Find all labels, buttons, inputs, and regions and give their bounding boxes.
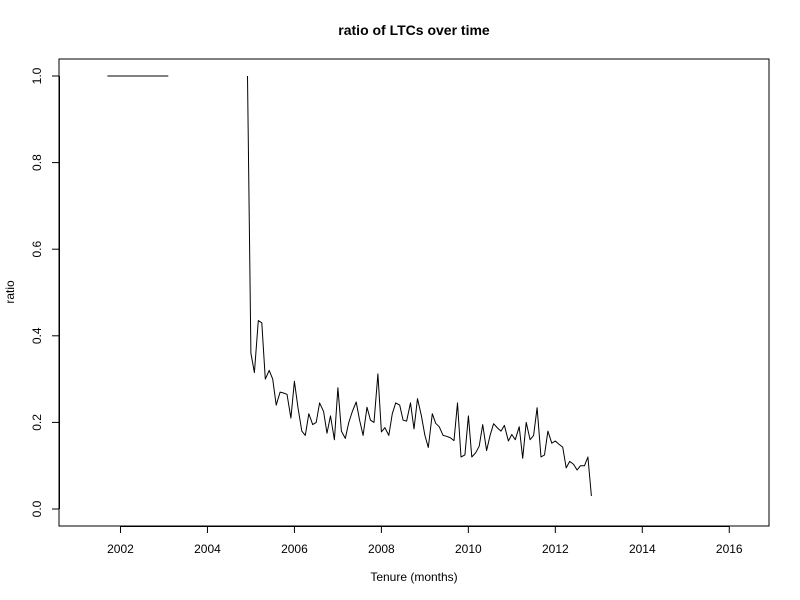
chart-title: ratio of LTCs over time bbox=[338, 22, 490, 38]
x-tick-label: 2004 bbox=[194, 542, 221, 556]
x-tick-label: 2010 bbox=[455, 542, 482, 556]
y-tick-label: 1.0 bbox=[30, 67, 44, 84]
y-tick-label: 0.4 bbox=[30, 327, 44, 344]
y-tick-label: 0.2 bbox=[30, 414, 44, 431]
x-tick-label: 2016 bbox=[716, 542, 743, 556]
plot-frame bbox=[58, 58, 770, 527]
y-tick-label: 0.8 bbox=[30, 154, 44, 171]
x-tick-label: 2002 bbox=[107, 542, 134, 556]
y-tick-label: 0.6 bbox=[30, 241, 44, 258]
y-axis-label: ratio bbox=[3, 280, 17, 304]
x-tick-label: 2008 bbox=[368, 542, 395, 556]
series-line bbox=[247, 75, 592, 497]
series-layer bbox=[107, 75, 592, 497]
x-axis-label: Tenure (months) bbox=[370, 570, 457, 584]
y-tick-label: 0.0 bbox=[30, 500, 44, 517]
x-tick-label: 2006 bbox=[281, 542, 308, 556]
x-axis: 2002 2004 2006 2008 2010 2012 2014 2016 bbox=[107, 526, 743, 556]
y-axis: 0.0 0.2 0.4 0.6 0.8 1.0 bbox=[30, 67, 60, 517]
x-tick-label: 2012 bbox=[542, 542, 569, 556]
x-tick-label: 2014 bbox=[629, 542, 656, 556]
